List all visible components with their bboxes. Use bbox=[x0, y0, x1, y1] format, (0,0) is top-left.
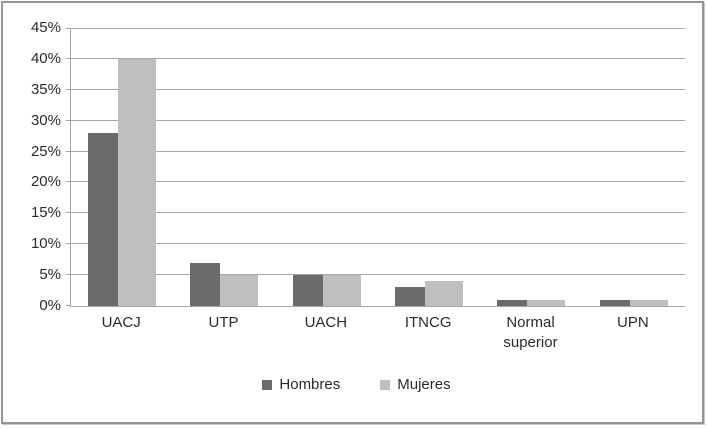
y-tick-mark-0 bbox=[66, 305, 70, 306]
y-tick-mark-20 bbox=[66, 181, 70, 182]
gridline-30 bbox=[71, 120, 685, 121]
category-group-uacj bbox=[71, 28, 173, 306]
legend-label-hombres: Hombres bbox=[279, 376, 341, 393]
bar-hombres-uacj bbox=[88, 133, 119, 306]
legend-label-mujeres: Mujeres bbox=[397, 376, 451, 393]
y-tick-label-10: 10% bbox=[30, 235, 61, 252]
gridline-45 bbox=[71, 28, 685, 29]
category-group-uach bbox=[276, 28, 378, 306]
gridline-35 bbox=[71, 89, 685, 90]
y-tick-label-40: 40% bbox=[30, 50, 61, 67]
legend: Hombres Mujeres bbox=[3, 375, 707, 395]
gridline-25 bbox=[71, 151, 685, 152]
y-tick-label-25: 25% bbox=[30, 143, 61, 160]
bar-hombres-utp bbox=[190, 263, 221, 306]
x-tick-label-uacj: UACJ bbox=[70, 313, 172, 333]
y-tick-label-15: 15% bbox=[30, 204, 61, 221]
x-tick-label-normal-superior: Normal superior bbox=[479, 313, 581, 353]
category-group-normal-superior bbox=[480, 28, 582, 306]
y-tick-label-45: 45% bbox=[30, 19, 61, 36]
bar-mujeres-normal-superior bbox=[527, 300, 566, 306]
y-tick-mark-30 bbox=[66, 120, 70, 121]
legend-item-mujeres: Mujeres bbox=[380, 375, 451, 395]
gridline-5 bbox=[71, 274, 685, 275]
y-tick-label-20: 20% bbox=[30, 173, 61, 190]
gridline-10 bbox=[71, 243, 685, 244]
y-tick-mark-40 bbox=[66, 58, 70, 59]
y-tick-label-30: 30% bbox=[30, 112, 61, 129]
y-tick-label-5: 5% bbox=[39, 266, 61, 283]
bar-mujeres-uacj bbox=[118, 59, 157, 306]
y-tick-mark-5 bbox=[66, 274, 70, 275]
y-tick-mark-10 bbox=[66, 243, 70, 244]
x-tick-label-text: ITNCG bbox=[404, 314, 452, 331]
y-tick-mark-15 bbox=[66, 212, 70, 213]
bar-hombres-uach bbox=[292, 275, 323, 306]
bar-hombres-upn bbox=[599, 300, 630, 306]
x-tick-label-text: UACH bbox=[304, 314, 348, 331]
bar-hombres-normal-superior bbox=[497, 300, 528, 306]
legend-swatch-mujeres bbox=[380, 380, 391, 390]
gridline-15 bbox=[71, 212, 685, 213]
bar-mujeres-upn bbox=[629, 300, 668, 306]
y-tick-mark-25 bbox=[66, 151, 70, 152]
x-tick-label-text: UACJ bbox=[101, 314, 141, 331]
legend-item-hombres: Hombres bbox=[262, 375, 340, 395]
plot-area bbox=[66, 28, 685, 307]
bar-mujeres-utp bbox=[220, 275, 259, 306]
bar-hombres-itncg bbox=[395, 287, 426, 306]
x-tick-label-text: UTP bbox=[208, 314, 239, 331]
gridline-40 bbox=[71, 58, 685, 59]
bar-mujeres-itncg bbox=[425, 281, 464, 306]
category-group-itncg bbox=[378, 28, 480, 306]
y-tick-mark-35 bbox=[66, 89, 70, 90]
y-tick-label-35: 35% bbox=[30, 81, 61, 98]
x-tick-label-text: UPN bbox=[616, 314, 649, 331]
x-tick-label-text: Normal superior bbox=[503, 314, 558, 351]
x-tick-label-utp: UTP bbox=[172, 313, 274, 333]
x-tick-label-upn: UPN bbox=[582, 313, 684, 333]
y-tick-label-0: 0% bbox=[39, 297, 61, 314]
gridline-20 bbox=[71, 181, 685, 182]
bar-mujeres-uach bbox=[322, 275, 361, 306]
y-tick-mark-45 bbox=[66, 28, 70, 29]
x-tick-label-uach: UACH bbox=[275, 313, 377, 333]
category-group-upn bbox=[583, 28, 685, 306]
x-tick-label-itncg: ITNCG bbox=[377, 313, 479, 333]
category-group-utp bbox=[173, 28, 275, 306]
legend-swatch-hombres bbox=[262, 380, 273, 390]
